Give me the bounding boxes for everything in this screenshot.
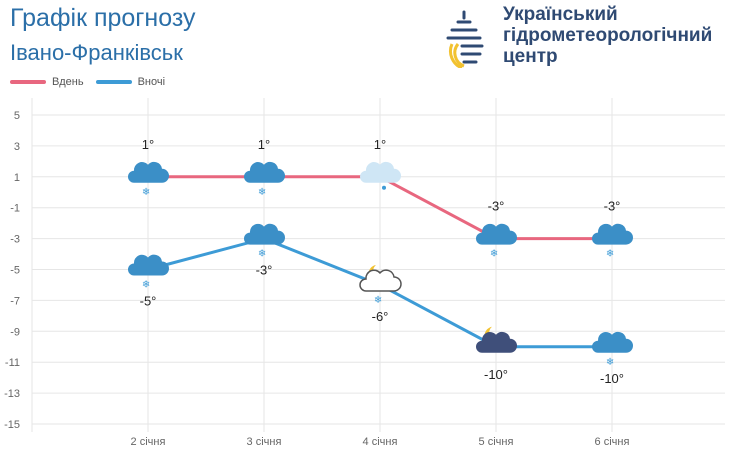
cloud-icon — [476, 223, 517, 245]
org-line-2: гідрометеорологічний — [503, 25, 713, 46]
sun-cloud-rain-icon — [360, 161, 401, 190]
data-label: -3° — [604, 199, 621, 214]
snowflake-icon: ❄ — [142, 187, 150, 198]
y-tick-label: -7 — [10, 295, 20, 307]
snow-cloud-icon: ❄ — [244, 161, 285, 198]
snowflake-icon: ❄ — [374, 295, 382, 306]
x-tick-label: 4 січня — [363, 436, 398, 448]
cloud-icon — [128, 254, 169, 276]
snow-cloud-icon: ❄ — [244, 223, 285, 260]
data-label: 1° — [142, 137, 154, 152]
org-name: Український гідрометеорологічний центр — [503, 4, 712, 67]
legend: Вдень Вночі — [10, 76, 165, 88]
snowflake-icon: ❄ — [606, 249, 614, 260]
y-tick-label: -5 — [10, 265, 20, 277]
snow-cloud-icon: ❄ — [128, 161, 169, 198]
x-tick-label: 5 січня — [479, 436, 514, 448]
snow-cloud-icon: ❄ — [128, 254, 169, 291]
data-label: -10° — [600, 371, 624, 386]
cloud-icon — [244, 223, 285, 245]
legend-night-swatch[interactable] — [95, 80, 132, 84]
x-tick-label: 3 січня — [247, 436, 282, 448]
moon-cloud-icon — [476, 326, 517, 353]
y-tick-label: 5 — [14, 110, 20, 122]
snow-cloud-icon: ❄ — [592, 223, 633, 260]
data-label: -6° — [372, 309, 389, 324]
y-tick-label: -13 — [4, 388, 20, 400]
cloud-icon — [128, 161, 169, 183]
moon-cloud-snow-icon: ❄ — [359, 264, 402, 306]
x-tick-label: 6 січня — [595, 436, 630, 448]
y-tick-label: 3 — [14, 141, 20, 153]
data-label: -10° — [484, 367, 508, 382]
snowflake-icon: ❄ — [258, 249, 266, 260]
cloud-icon — [592, 331, 633, 353]
data-label: 1° — [374, 137, 386, 152]
y-tick-label: -1 — [10, 203, 20, 215]
y-tick-label: -11 — [5, 357, 20, 369]
cloud-icon — [244, 161, 285, 183]
snow-cloud-icon: ❄ — [476, 223, 517, 260]
legend-day-label[interactable]: Вдень — [52, 76, 84, 88]
data-label: -3° — [256, 263, 273, 278]
snowflake-icon: ❄ — [606, 357, 614, 368]
data-label: -3° — [488, 199, 505, 214]
x-tick-label: 2 січня — [131, 436, 166, 448]
org-line-1: Український — [503, 4, 618, 25]
snowflake-icon: ❄ — [142, 280, 150, 291]
page-title: Графік прогнозу — [10, 4, 196, 32]
y-tick-label: -9 — [10, 326, 20, 338]
cloud-icon — [592, 223, 633, 245]
snowflake-icon: ❄ — [490, 249, 498, 260]
snowflake-icon: ❄ — [258, 187, 266, 198]
org-line-3: центр — [503, 46, 558, 67]
y-tick-label: -15 — [4, 419, 20, 431]
data-label: -5° — [140, 294, 157, 309]
raindrop-icon — [382, 185, 386, 190]
data-label: 1° — [258, 137, 270, 152]
cloud-icon — [476, 331, 517, 353]
snow-cloud-icon: ❄ — [592, 331, 633, 368]
city-name: Івано-Франківськ — [10, 40, 183, 65]
legend-night-label[interactable]: Вночі — [137, 76, 166, 88]
legend-day-swatch[interactable] — [10, 80, 46, 84]
y-tick-label: 1 — [14, 172, 20, 184]
ugmc-logo-icon — [446, 10, 484, 68]
y-tick-label: -3 — [10, 234, 20, 246]
cloud-icon — [360, 161, 401, 183]
cloud-icon — [359, 269, 402, 292]
